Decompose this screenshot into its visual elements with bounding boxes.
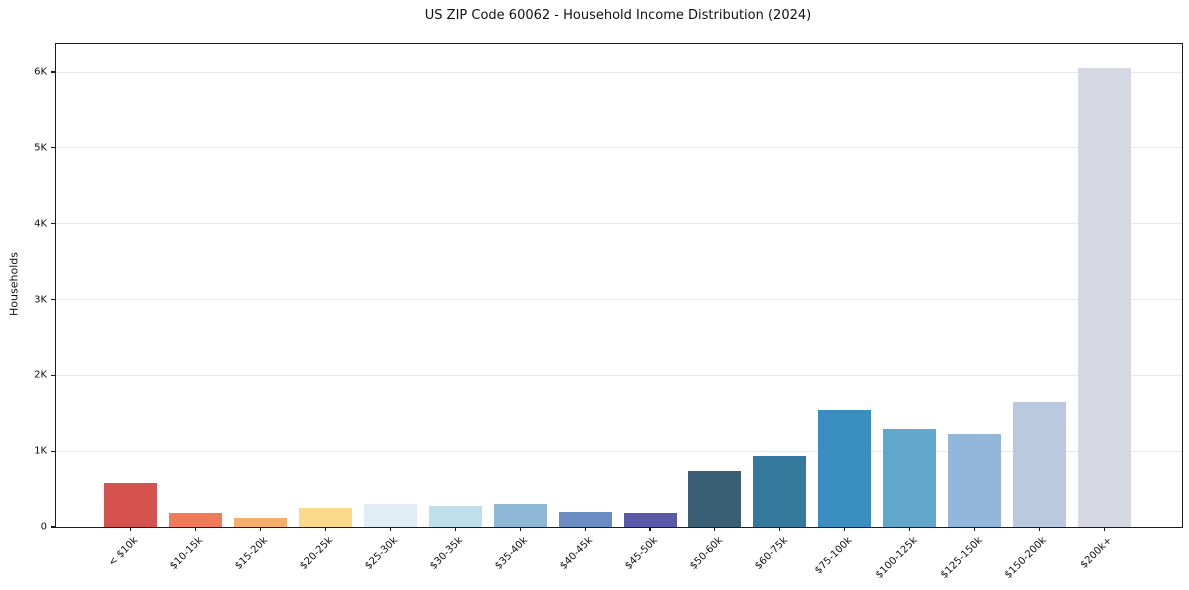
bar-7 xyxy=(493,503,547,527)
x-tick-label: $75-100k xyxy=(813,535,855,577)
x-tick-label: $35-40k xyxy=(493,535,530,572)
x-tick-mark xyxy=(1038,527,1040,531)
x-tick-label: $45-50k xyxy=(622,535,660,572)
x-tick-mark xyxy=(519,527,521,531)
x-tick-label: $25-30k xyxy=(363,535,401,572)
x-tick-label: $150-200k xyxy=(1003,535,1050,581)
y-tick-label: 2K xyxy=(34,369,47,381)
y-tick-mark xyxy=(50,298,55,301)
x-tick-mark xyxy=(195,527,197,531)
x-tick-label: $125-150k xyxy=(938,535,985,581)
y-tick-label: 6K xyxy=(34,66,47,78)
y-tick-mark xyxy=(50,223,55,225)
x-tick-label: $60-75k xyxy=(752,535,790,572)
x-tick-label: $15-20k xyxy=(233,535,271,572)
bar-11 xyxy=(753,456,807,527)
x-tick-mark xyxy=(1103,527,1105,531)
x-tick-label: $40-45k xyxy=(557,535,595,572)
x-tick-mark xyxy=(584,527,586,531)
y-tick-mark xyxy=(50,71,55,73)
x-tick-mark xyxy=(454,527,456,531)
y-tick-label: 3K xyxy=(34,294,47,306)
chart-title: US ZIP Code 60062 - Household Income Dis… xyxy=(424,8,812,23)
x-tick-mark xyxy=(973,527,976,531)
y-tick-mark xyxy=(50,147,55,149)
y-tick-label: 0 xyxy=(40,521,47,533)
x-tick-label: $200k+ xyxy=(1078,535,1115,571)
x-tick-label: < $10k xyxy=(107,535,141,569)
bar-14 xyxy=(948,434,1001,527)
y-tick-mark xyxy=(50,526,55,528)
bar-2 xyxy=(169,513,223,527)
gridline xyxy=(56,374,1182,376)
y-axis-label: Households xyxy=(7,252,21,316)
x-tick-label: $100-125k xyxy=(873,535,920,581)
y-tick-label: 4K xyxy=(34,218,47,230)
x-tick-mark xyxy=(130,527,132,531)
x-tick-mark xyxy=(779,527,781,531)
x-tick-mark xyxy=(714,527,716,531)
gridline xyxy=(56,223,1182,225)
gridline xyxy=(56,147,1182,149)
gridline xyxy=(56,299,1182,301)
bar-9 xyxy=(623,513,677,527)
x-tick-mark xyxy=(324,527,327,531)
bar-3 xyxy=(234,517,288,527)
y-tick-label: 1K xyxy=(34,445,47,457)
y-tick-label: 5K xyxy=(34,142,47,154)
x-tick-label: $50-60k xyxy=(687,535,725,572)
gridline xyxy=(56,71,1182,73)
bar-13 xyxy=(883,429,937,527)
bar-5 xyxy=(363,504,417,527)
y-tick-mark xyxy=(50,374,55,376)
plot-area: 0 1K 2K 3K 4K 5K 6K < $10k $10-15k $15-20k $20-25k… xyxy=(34,43,1183,581)
bar-15 xyxy=(1012,401,1066,527)
x-tick-label: $30-35k xyxy=(428,535,466,572)
bar-1 xyxy=(104,483,158,527)
bar-10 xyxy=(688,470,742,527)
bar-6 xyxy=(428,505,482,527)
x-tick-mark xyxy=(844,527,846,531)
x-tick-mark xyxy=(389,527,391,531)
bar-12 xyxy=(818,409,872,527)
x-tick-label: $20-25k xyxy=(298,535,336,572)
x-tick-mark xyxy=(649,527,651,531)
bar-4 xyxy=(299,507,352,527)
bar-16 xyxy=(1077,68,1131,527)
x-tick-mark xyxy=(909,527,911,531)
y-tick-mark xyxy=(50,450,55,452)
x-tick-label: $10-15k xyxy=(168,535,206,572)
x-tick-mark xyxy=(260,527,262,531)
bar-8 xyxy=(558,511,612,527)
